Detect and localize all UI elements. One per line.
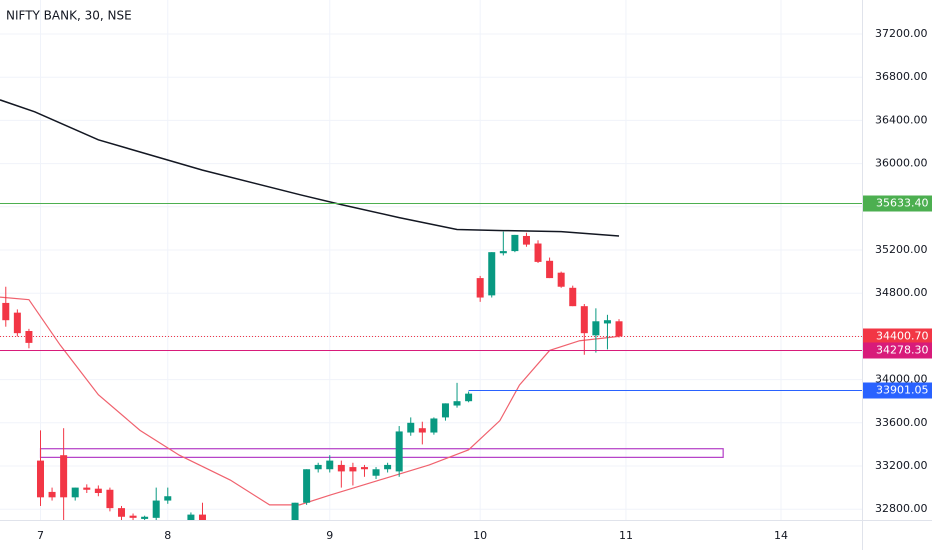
candle-body [117, 508, 125, 517]
candle-body [557, 272, 565, 287]
candle-body [384, 464, 392, 470]
candle-body [569, 287, 577, 307]
x-tick-label: 10 [473, 529, 487, 542]
candle-body [476, 278, 484, 298]
candle-body [511, 234, 519, 252]
x-tick-label: 7 [37, 529, 44, 542]
price-label: 35633.40 [876, 197, 929, 210]
y-tick-label: 33200.00 [875, 459, 928, 472]
candle-body [25, 331, 33, 343]
price-label-box [863, 342, 932, 359]
candle-body [372, 469, 380, 476]
candle-body [187, 514, 195, 520]
candle-body [164, 496, 172, 501]
candle-body [603, 320, 611, 324]
price-label-box [863, 382, 932, 399]
price-label: 34400.70 [876, 330, 929, 343]
candle-body [488, 252, 496, 296]
price-label: 33901.05 [876, 384, 929, 397]
candle-body [83, 487, 91, 490]
y-tick-label: 37200.00 [875, 27, 928, 40]
candle-body [580, 306, 588, 334]
candle-body [337, 464, 345, 472]
candle-body [303, 469, 311, 503]
candle-body [430, 418, 438, 433]
candle-body [499, 251, 507, 254]
candle-body [198, 514, 206, 520]
x-tick-label: 8 [164, 529, 171, 542]
indicator-line [0, 99, 620, 237]
candle-body [36, 460, 44, 498]
y-tick-label: 34800.00 [875, 286, 928, 299]
chart-title: NIFTY BANK, 30, NSE [6, 9, 132, 23]
candle-body [441, 403, 449, 418]
candle-body [326, 460, 334, 470]
candle-body [534, 243, 542, 262]
candle-body [349, 467, 357, 472]
candle-body [152, 500, 160, 518]
y-tick-label: 36000.00 [875, 157, 928, 170]
x-tick-label: 14 [774, 529, 788, 542]
candle-body [615, 321, 623, 337]
y-tick-label: 35200.00 [875, 243, 928, 256]
price-label-box [863, 328, 932, 345]
y-tick-label: 34000.00 [875, 373, 928, 386]
y-tick-label: 32800.00 [875, 502, 928, 515]
candle-body [418, 428, 426, 433]
x-tick-label: 11 [619, 529, 633, 542]
candle-body [129, 515, 137, 518]
candle-body [71, 487, 79, 498]
y-tick-label: 36400.00 [875, 113, 928, 126]
candle-body [291, 502, 299, 520]
candle-body [2, 302, 10, 321]
candle-body [141, 516, 149, 519]
candle-body [395, 431, 403, 472]
candle-body [407, 422, 415, 433]
indicator-line [0, 296, 620, 506]
candle-body [546, 260, 554, 279]
y-tick-label: 36800.00 [875, 70, 928, 83]
price-label: 34278.30 [876, 344, 929, 357]
candle-body [453, 401, 461, 406]
candle-body [106, 489, 114, 509]
candle-body [360, 467, 368, 470]
candle-body [522, 235, 530, 245]
x-tick-label: 9 [326, 529, 333, 542]
y-tick-label: 33600.00 [875, 416, 928, 429]
candle-body [94, 488, 102, 494]
candle-body [592, 321, 600, 336]
price-label-box [863, 195, 932, 212]
candle-body [314, 464, 322, 470]
candle-body [60, 455, 68, 498]
candle-body [13, 312, 21, 334]
candle-body [48, 491, 56, 498]
candle-body [465, 393, 473, 402]
